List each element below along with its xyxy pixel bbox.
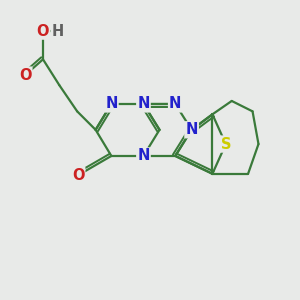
- Text: H: H: [52, 24, 64, 39]
- Text: O: O: [37, 24, 49, 39]
- Text: O: O: [19, 68, 31, 82]
- Text: O: O: [72, 168, 84, 183]
- Text: N: N: [137, 96, 150, 111]
- Text: N: N: [105, 96, 118, 111]
- Text: N: N: [137, 148, 150, 164]
- Text: N: N: [185, 122, 198, 137]
- Text: N: N: [169, 96, 182, 111]
- Text: S: S: [220, 136, 231, 152]
